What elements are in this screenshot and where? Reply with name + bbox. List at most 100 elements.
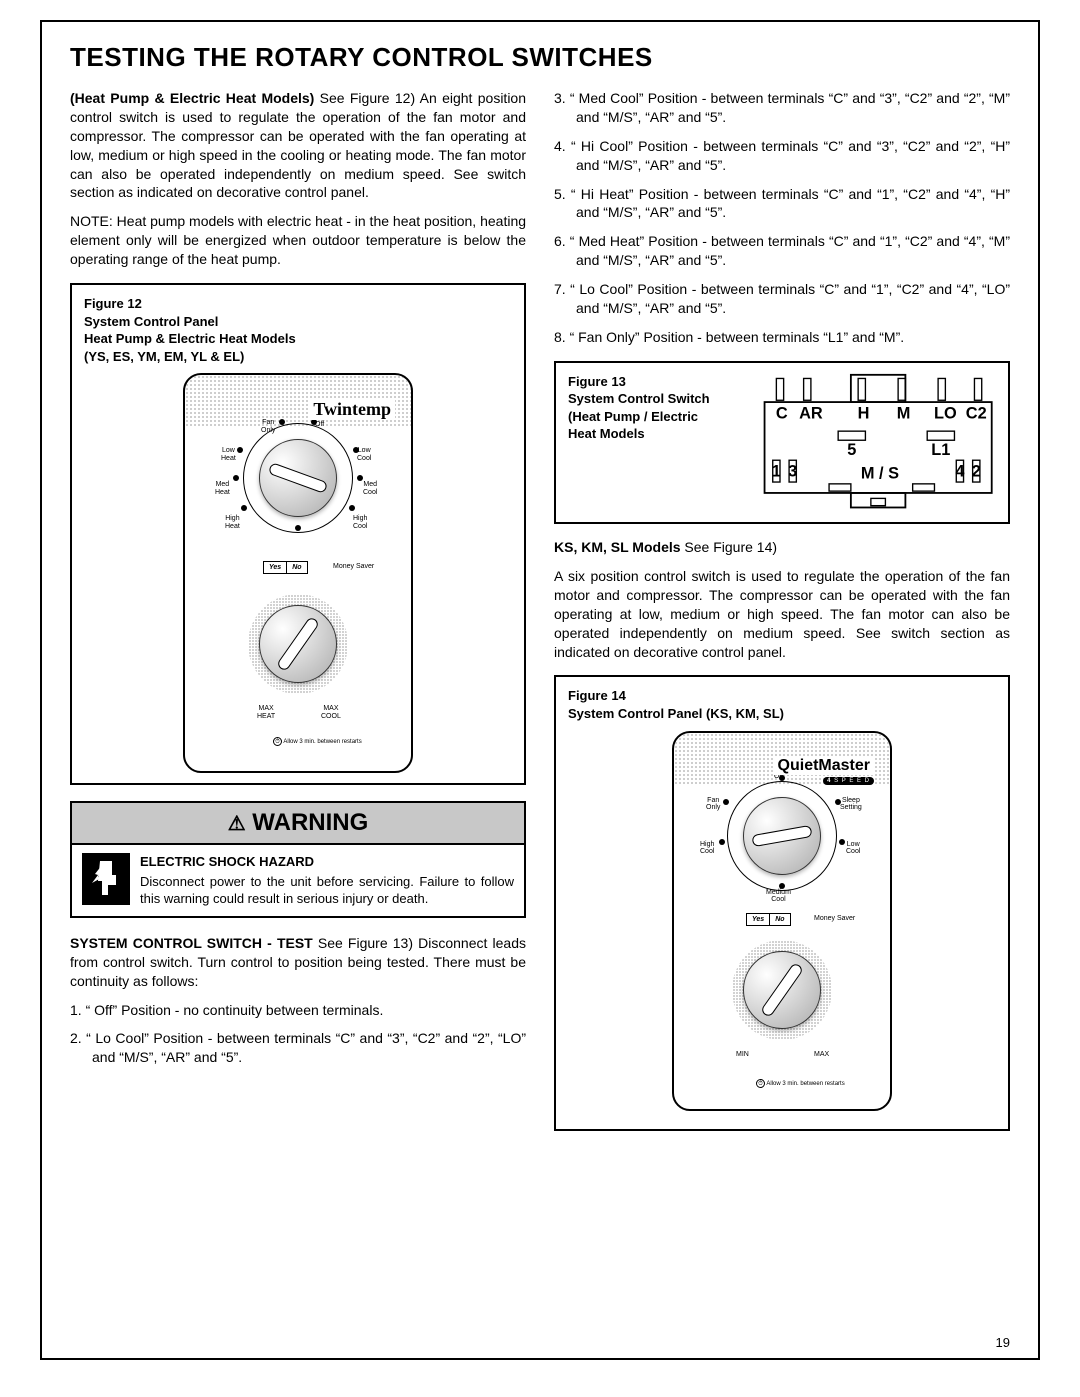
list-item-8: 8. “ Fan Only” Position - between termin…: [554, 328, 1010, 347]
yes-no-box-qm: Yes No: [746, 913, 791, 926]
tick: [279, 419, 285, 425]
temp-dial-pointer-qm: [760, 962, 804, 1018]
models-paragraph: KS, KM, SL Models See Figure 14): [554, 538, 1010, 557]
test-intro-paragraph: SYSTEM CONTROL SWITCH - TEST See Figure …: [70, 934, 526, 991]
right-column: 3. “ Med Cool” Position - between termin…: [554, 89, 1010, 1145]
warning-header-text: WARNING: [252, 809, 368, 836]
see-figure-13: See Figure 13): [313, 935, 413, 951]
intro-paragraph-1: (Heat Pump & Electric Heat Models) See F…: [70, 89, 526, 202]
fig12-line3: Heat Pump & Electric Heat Models: [84, 330, 512, 348]
svg-text:1: 1: [772, 462, 781, 480]
terminal-5: 5: [847, 441, 856, 459]
label-money-saver-qm: Money Saver: [814, 915, 855, 922]
models-bold: KS, KM, SL Models: [554, 539, 681, 555]
intro-models-bold: (Heat Pump & Electric Heat Models): [70, 90, 314, 106]
svg-text:C2: C2: [966, 404, 987, 422]
label-fan-only: FanOnly: [261, 419, 275, 434]
mode-dial-wrap: [259, 439, 337, 517]
label-low-cool: LowCool: [357, 447, 371, 462]
label-high-cool-qm: HighCool: [700, 841, 714, 856]
fig12-line2: System Control Panel: [84, 313, 512, 331]
models-body: A six position control switch is used to…: [554, 567, 1010, 661]
label-restart-qm: ⏱ Allow 3 min. between restarts: [756, 1079, 845, 1088]
list-item-2: 2. “ Lo Cool” Position - between termina…: [70, 1029, 526, 1067]
label-no-qm: No: [770, 914, 789, 925]
quietmaster-brand: QuietMaster: [774, 757, 874, 775]
list-item-5: 5. “ Hi Heat” Position - between termina…: [554, 185, 1010, 223]
see-figure-12: See Figure 12): [314, 90, 415, 106]
note-paragraph: NOTE: Heat pump models with electric hea…: [70, 212, 526, 269]
list-item-3: 3. “ Med Cool” Position - between termin…: [554, 89, 1010, 127]
label-medium-cool: MediumCool: [766, 889, 791, 904]
warning-text: ELECTRIC SHOCK HAZARD Disconnect power t…: [140, 853, 514, 908]
label-min: MIN: [736, 1051, 749, 1059]
restart-text-qm: Allow 3 min. between restarts: [766, 1081, 844, 1087]
tick: [349, 505, 355, 511]
svg-text:M: M: [896, 404, 910, 422]
fig14-line2: System Control Panel (KS, KM, SL): [568, 705, 996, 723]
speed-badge: 4 S P E E D: [823, 777, 874, 785]
label-max-cool: MAXCOOL: [321, 705, 341, 720]
warning-header: ⚠ WARNING: [72, 803, 524, 845]
figure-14-body: QuietMaster 4 S P E E D: [568, 731, 996, 1111]
temp-dial: [259, 605, 337, 683]
warning-body: ELECTRIC SHOCK HAZARD Disconnect power t…: [72, 845, 524, 916]
list-item-6: 6. “ Med Heat” Position - between termin…: [554, 232, 1010, 270]
label-low-cool-qm: LowCool: [846, 841, 860, 856]
temp-dial-qm: [743, 951, 821, 1029]
clock-icon: ⏱: [273, 737, 282, 746]
svg-text:2: 2: [971, 462, 980, 480]
mode-dial: [259, 439, 337, 517]
temp-dial-wrap: [259, 605, 337, 683]
mode-dial-wrap-qm: [743, 797, 821, 875]
svg-text:M / S: M / S: [861, 464, 899, 482]
warning-body-text: Disconnect power to the unit before serv…: [140, 874, 514, 907]
tick: [839, 839, 845, 845]
fig14-line1: Figure 14: [568, 687, 996, 705]
warning-triangle-icon: ⚠: [228, 813, 246, 835]
figure-13-box: Figure 13 System Control Switch (Heat Pu…: [554, 361, 1010, 524]
temp-dial-pointer: [276, 616, 320, 672]
label-high-heat: HighHeat: [225, 515, 240, 530]
svg-text:3: 3: [788, 462, 797, 480]
quietmaster-panel: QuietMaster 4 S P E E D: [672, 731, 892, 1111]
tick: [723, 799, 729, 805]
fig12-line1: Figure 12: [84, 295, 512, 313]
tick: [241, 505, 247, 511]
figure-13-diagram: CAR HM LOC2 5 L1 13 M / S 42: [760, 373, 996, 512]
label-money-saver: Money Saver: [333, 563, 374, 570]
page-number: 19: [996, 1335, 1010, 1350]
tick: [295, 525, 301, 531]
page-border: TESTING THE ROTARY CONTROL SWITCHES (Hea…: [40, 20, 1040, 1360]
fig13-line2: System Control Switch: [568, 390, 750, 408]
label-yes-qm: Yes: [747, 914, 770, 925]
figure-12-caption: Figure 12 System Control Panel Heat Pump…: [84, 295, 512, 365]
label-restart: ⏱ Allow 3 min. between restarts: [273, 737, 362, 746]
mode-dial-pointer: [268, 462, 328, 494]
label-low-heat: LowHeat: [221, 447, 236, 462]
see-figure-14: See Figure 14): [681, 539, 778, 555]
label-fan-only-qm: FanOnly: [706, 797, 720, 812]
two-column-layout: (Heat Pump & Electric Heat Models) See F…: [70, 89, 1010, 1145]
label-no: No: [287, 562, 306, 573]
label-off: Off: [315, 421, 324, 429]
fig12-line4: (YS, ES, YM, EM, YL & EL): [84, 348, 512, 366]
figure-12-body: Twintemp: [84, 373, 512, 773]
list-item-1: 1. “ Off” Position - no continuity betwe…: [70, 1001, 526, 1020]
mode-dial-qm: [743, 797, 821, 875]
svg-text:H: H: [857, 404, 869, 422]
figure-13-layout: Figure 13 System Control Switch (Heat Pu…: [568, 373, 996, 512]
svg-text:AR: AR: [799, 404, 823, 422]
hazard-label: ELECTRIC SHOCK HAZARD: [140, 853, 514, 871]
svg-text:C: C: [776, 404, 788, 422]
warning-box: ⚠ WARNING ELECTRIC SHOCK HAZARD Disconne…: [70, 801, 526, 918]
fig13-line1: Figure 13: [568, 373, 750, 391]
page-title: TESTING THE ROTARY CONTROL SWITCHES: [70, 42, 1010, 73]
intro-body: An eight position control switch is used…: [70, 90, 526, 200]
temp-dial-wrap-qm: [743, 951, 821, 1029]
svg-text:4: 4: [955, 462, 964, 480]
left-column: (Heat Pump & Electric Heat Models) See F…: [70, 89, 526, 1145]
label-max: MAX: [814, 1051, 829, 1059]
test-heading-bold: SYSTEM CONTROL SWITCH - TEST: [70, 935, 313, 951]
clock-icon-qm: ⏱: [756, 1079, 765, 1088]
